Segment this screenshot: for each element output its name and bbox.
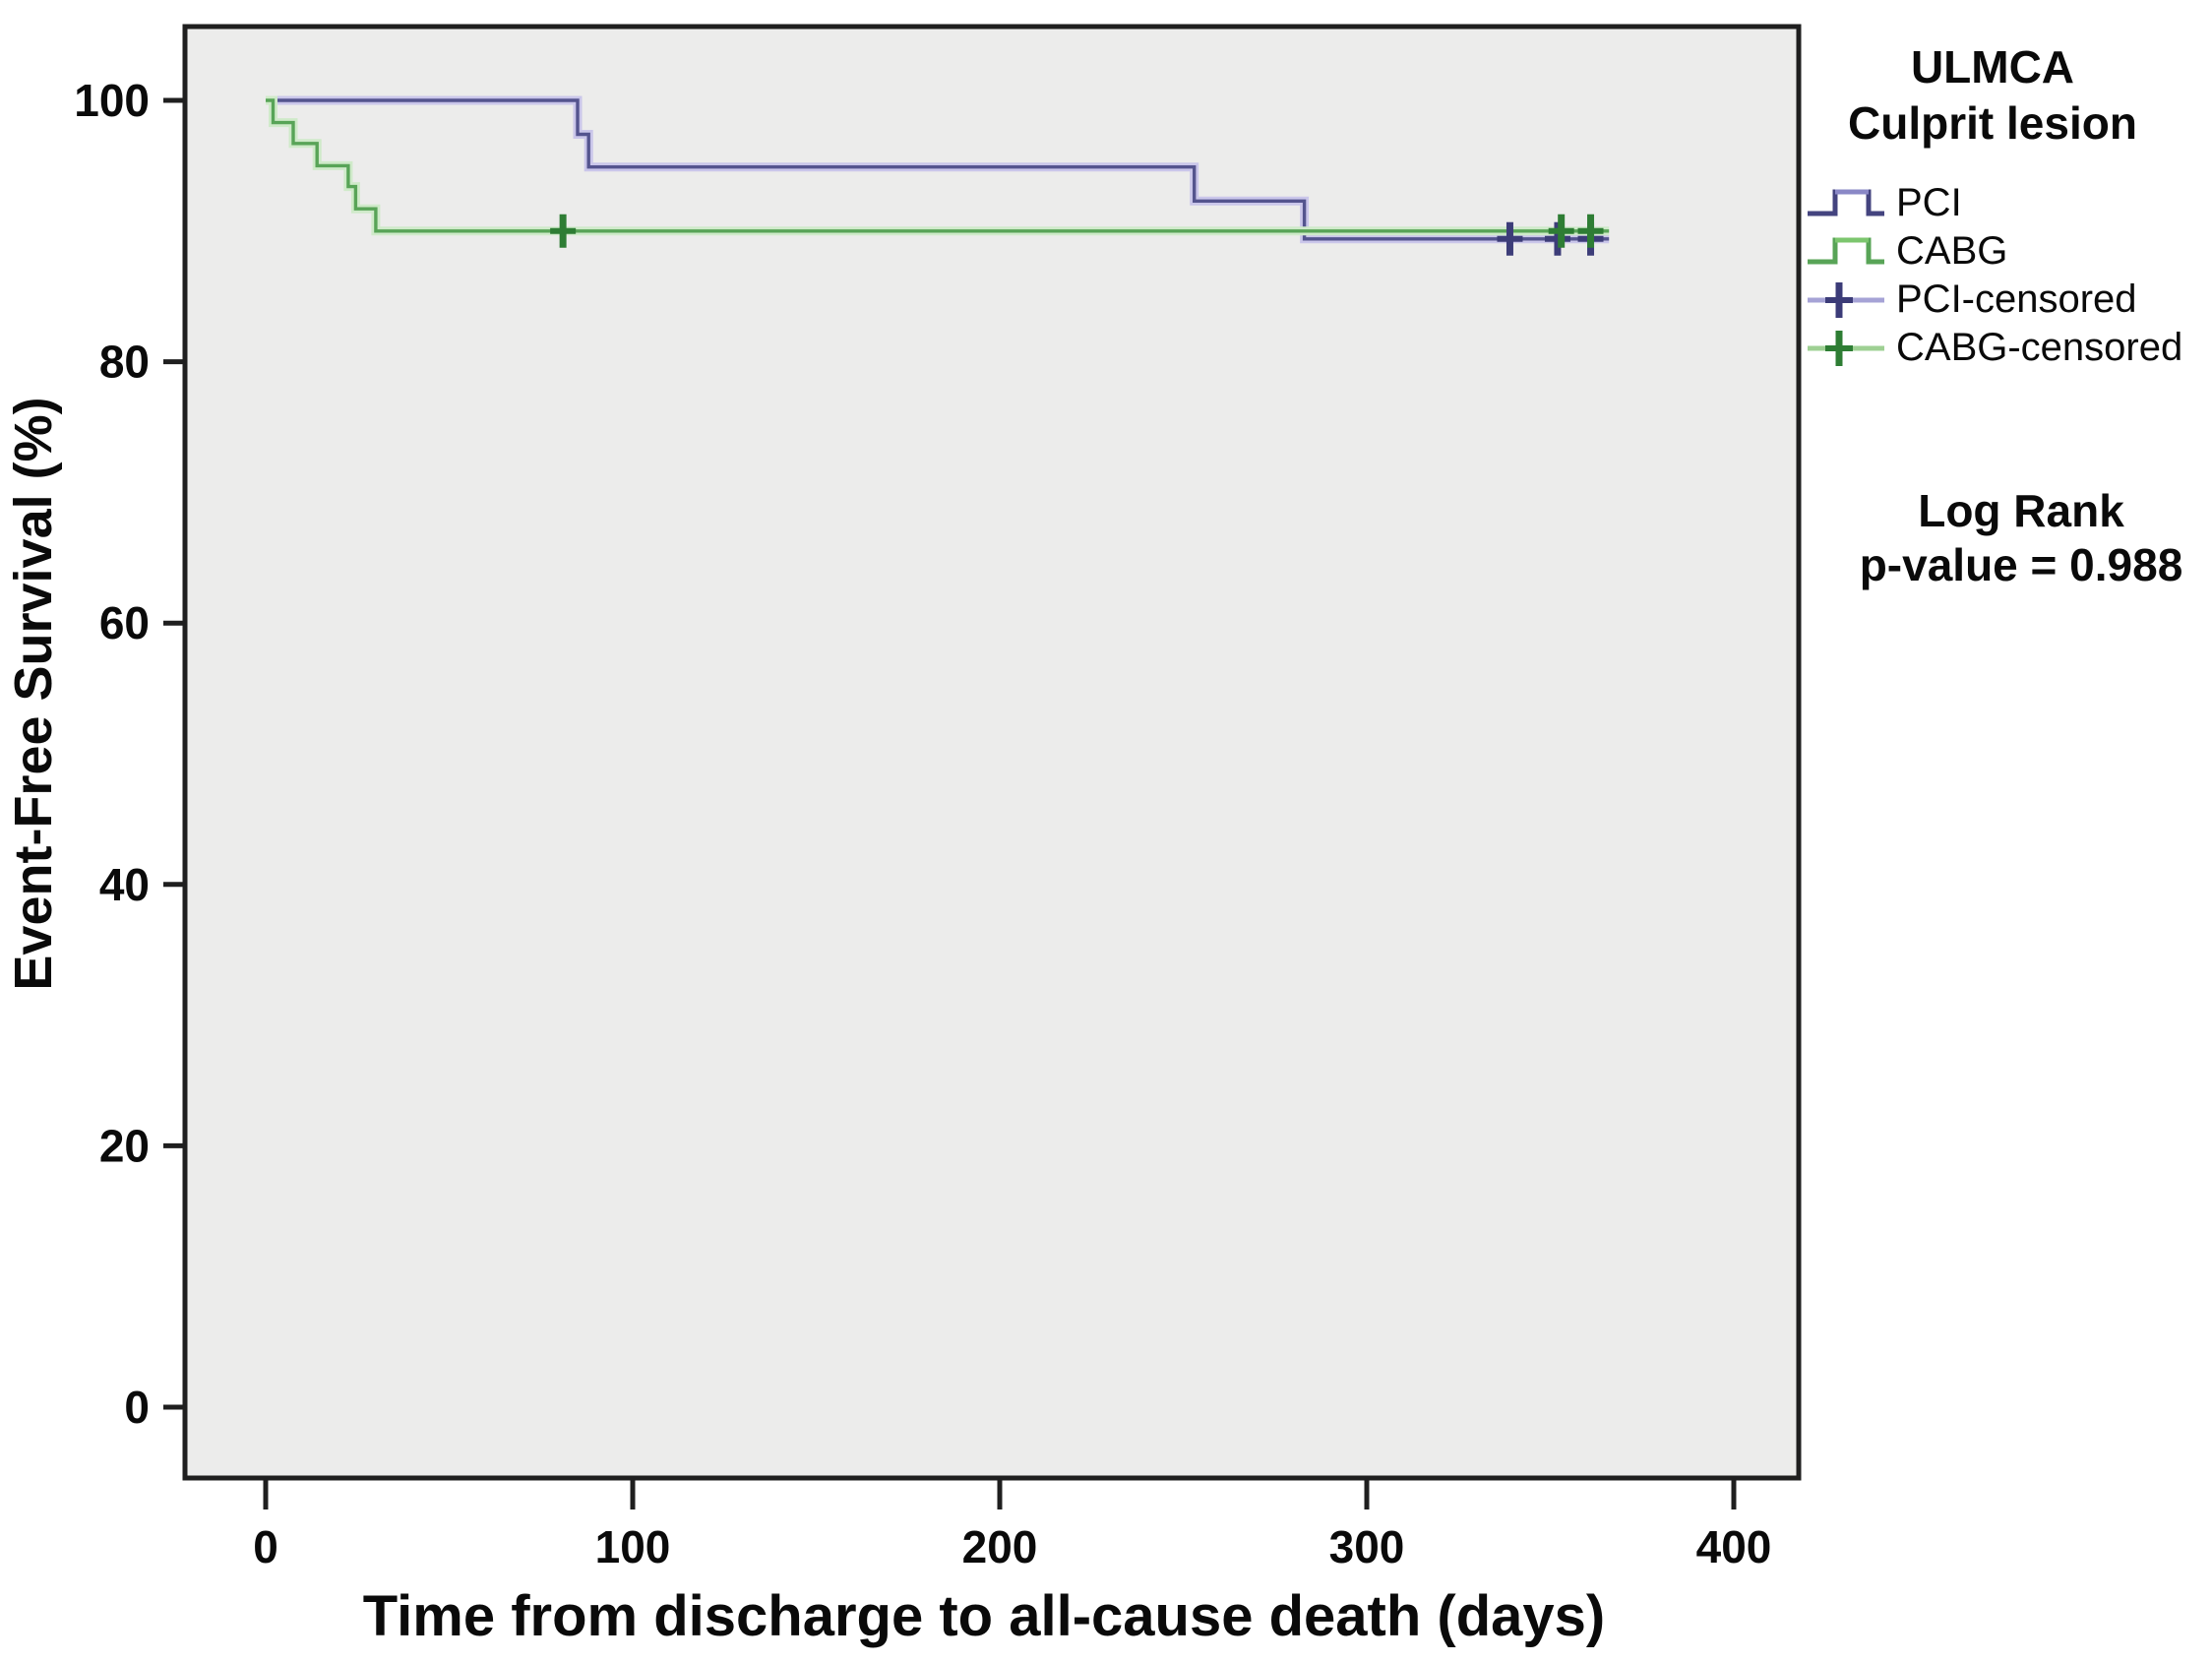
legend-title: ULMCA Culprit lesion	[1801, 39, 2184, 152]
y-axis-title: Event-Free Survival (%)	[4, 397, 63, 990]
x-axis-title: Time from discharge to all-cause death (…	[363, 1584, 1605, 1648]
x-tick-label: 0	[253, 1521, 278, 1572]
legend: ULMCA Culprit lesion PCI CABG PCI-censor…	[1806, 39, 2209, 372]
y-tick-label: 40	[99, 859, 150, 910]
pci-step-line-icon	[1808, 189, 1884, 216]
pci-censored-plus-icon	[1808, 281, 1884, 318]
step-glyph	[1808, 237, 1884, 264]
legend-label-pci: PCI	[1896, 181, 1962, 224]
x-tick-label: 200	[962, 1521, 1038, 1572]
x-tick-label: 100	[595, 1521, 671, 1572]
legend-title-line2: Culprit lesion	[1848, 97, 2137, 149]
plot-border	[182, 24, 1802, 1481]
legend-row-pci: PCI	[1806, 179, 2209, 227]
x-tick-label: 400	[1696, 1521, 1772, 1572]
x-tick-label: 300	[1329, 1521, 1405, 1572]
log-rank-line2: p-value = 0.988	[1859, 539, 2183, 590]
legend-label-pci-censored: PCI-censored	[1896, 277, 2137, 321]
legend-label-cabg-censored: CABG-censored	[1896, 326, 2183, 369]
y-tick-label: 80	[99, 337, 150, 388]
legend-row-cabg: CABG	[1806, 227, 2209, 276]
y-tick-label: 0	[124, 1382, 150, 1433]
step-glyph	[1808, 189, 1884, 216]
y-tick-label: 60	[99, 597, 150, 648]
legend-row-cabg-censored: CABG-censored	[1806, 324, 2209, 372]
cabg-censored-plus-icon	[1808, 330, 1884, 366]
plot-area	[185, 27, 1799, 1478]
y-tick-label: 100	[74, 75, 150, 126]
legend-row-pci-censored: PCI-censored	[1806, 276, 2209, 324]
series-line-CABG	[266, 98, 1610, 233]
y-tick-label: 20	[99, 1120, 150, 1171]
legend-items: PCI CABG PCI-censored CABG-censored	[1806, 179, 2209, 372]
legend-label-cabg: CABG	[1896, 229, 2008, 273]
log-rank-annotation: Log Rank p-value = 0.988	[1830, 484, 2212, 592]
cabg-step-line-icon	[1808, 237, 1884, 264]
log-rank-line1: Log Rank	[1918, 485, 2124, 536]
legend-title-line1: ULMCA	[1910, 41, 2075, 92]
series-line-PCI	[266, 98, 1610, 241]
